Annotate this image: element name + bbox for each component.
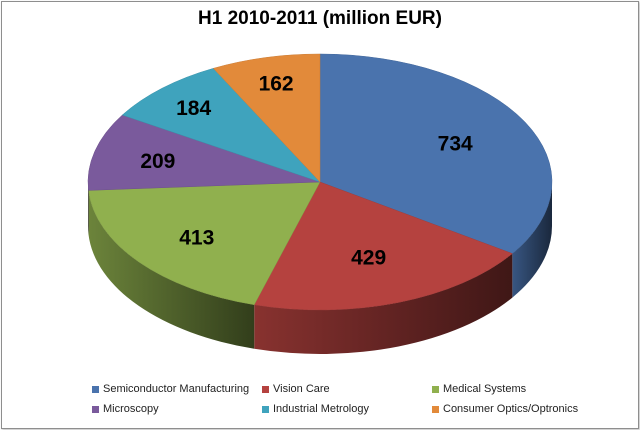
pie-slice-medical-systems xyxy=(88,181,321,306)
legend-label: Consumer Optics/Optronics xyxy=(443,403,579,415)
legend-label: Vision Care xyxy=(273,383,330,395)
pie-side-0 xyxy=(512,182,552,298)
legend-item-medical-systems: Medical Systems xyxy=(432,383,612,395)
legend-item-consumer-optics-optronics: Consumer Optics/Optronics xyxy=(432,403,612,415)
pie-slice-industrial-metrology xyxy=(121,68,321,183)
legend-swatch xyxy=(262,405,269,413)
legend-swatch xyxy=(92,405,99,413)
legend-item-microscopy: Microscopy xyxy=(92,403,262,415)
legend-item-industrial-metrology: Industrial Metrology xyxy=(262,403,432,415)
pie-side-2 xyxy=(88,190,255,349)
chart-legend: Semiconductor Manufacturing Vision Care Me… xyxy=(92,383,612,415)
data-label-5: 162 xyxy=(259,73,294,96)
pie-slice-vision-care xyxy=(253,181,513,311)
legend-label: Industrial Metrology xyxy=(273,403,369,415)
legend-swatch xyxy=(262,385,269,393)
legend-swatch xyxy=(432,405,439,413)
legend-label: Microscopy xyxy=(103,403,159,415)
pie-slice-consumer-optics-optronics xyxy=(212,53,321,183)
data-label-4: 184 xyxy=(176,97,211,120)
data-label-1: 429 xyxy=(351,247,386,270)
legend-label: Medical Systems xyxy=(443,383,527,395)
legend-swatch xyxy=(432,385,439,393)
chart-title: H1 2010-2011 (million EUR) xyxy=(198,8,442,29)
data-label-0: 734 xyxy=(438,132,473,155)
pie-slice-microscopy xyxy=(87,114,321,191)
pie-side-1 xyxy=(254,253,513,354)
legend-swatch xyxy=(92,385,99,393)
legend-item-semiconductor-manufacturing: Semiconductor Manufacturing xyxy=(92,383,262,395)
pie-slice-semiconductor-manufacturing xyxy=(319,53,553,254)
legend-item-vision-care: Vision Care xyxy=(262,383,432,395)
data-label-3: 209 xyxy=(140,150,175,173)
data-label-2: 413 xyxy=(179,226,214,249)
legend-label: Semiconductor Manufacturing xyxy=(103,383,250,395)
